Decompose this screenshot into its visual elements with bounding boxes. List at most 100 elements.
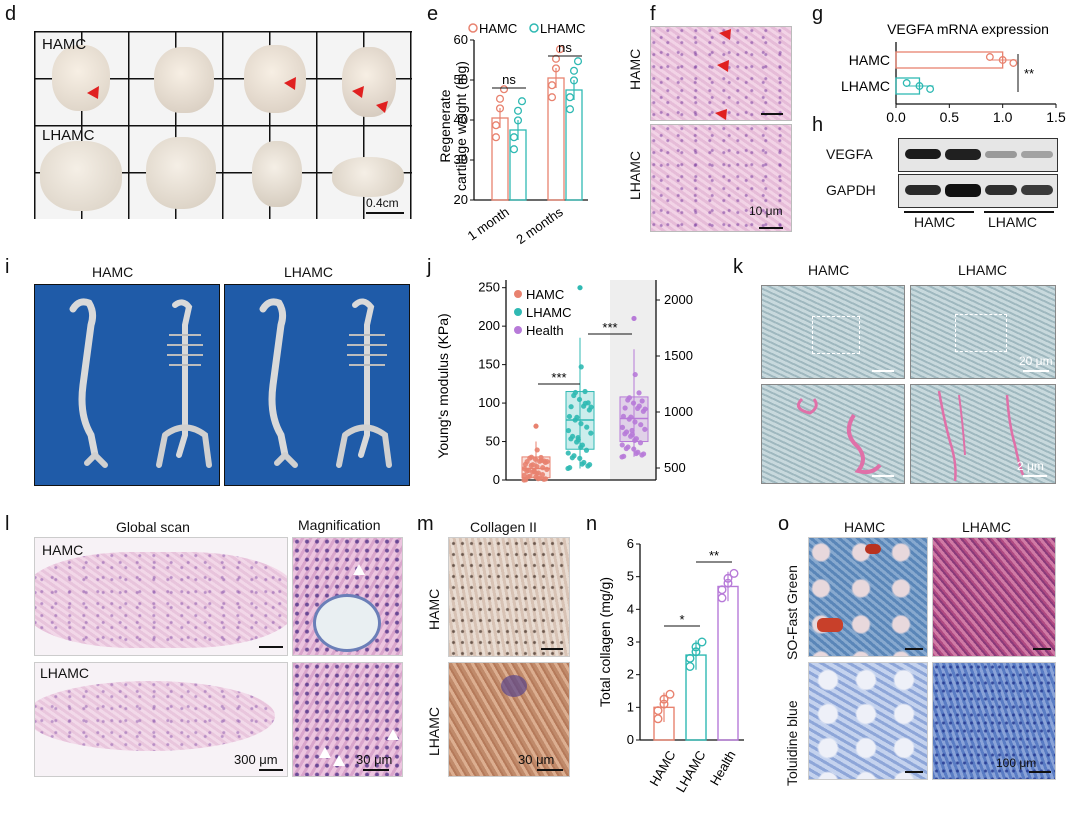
blot-band xyxy=(905,185,941,195)
band-label-gapdh: GAPDH xyxy=(826,182,876,198)
legend-marker-health xyxy=(514,326,522,334)
scale-bar xyxy=(905,648,923,650)
he-image-lhamc xyxy=(650,124,792,232)
chart-title: VEGFA mRNA expression xyxy=(887,21,1049,37)
outlier-point xyxy=(533,423,539,429)
data-point xyxy=(565,93,575,102)
data-point xyxy=(571,453,577,459)
data-point xyxy=(539,471,546,478)
sample-hamc-4 xyxy=(342,47,396,117)
data-point xyxy=(555,45,565,54)
y-tick-label: 40 xyxy=(454,112,468,127)
row-label-lhamc: LHAMC xyxy=(40,665,90,681)
panel-label-d: d xyxy=(5,3,17,25)
x-tick-label: 1.5 xyxy=(1046,109,1066,125)
scale-bar xyxy=(537,769,563,771)
y-tick-label: 1 xyxy=(627,699,634,714)
title-lhamc: LHAMC xyxy=(962,519,1012,535)
outlier-point xyxy=(631,315,637,322)
group-label-hamc: HAMC xyxy=(914,214,956,230)
row-label-hamc: HAMC xyxy=(627,48,643,90)
ihc-image-hamc xyxy=(448,537,570,657)
row-label-toluidine: Toluidine blue xyxy=(784,700,800,786)
data-point xyxy=(544,466,550,472)
data-point xyxy=(629,431,635,438)
fiber-highlight xyxy=(796,397,894,477)
data-point xyxy=(569,433,576,440)
data-point xyxy=(717,585,727,595)
group-line-lhamc xyxy=(984,211,1054,213)
data-point xyxy=(628,414,634,420)
legend-marker-lhamc xyxy=(529,23,539,33)
scale-bar xyxy=(366,212,404,214)
data-point xyxy=(636,403,642,409)
x-tick-label: 0.5 xyxy=(940,109,960,125)
sample-hamc-2 xyxy=(154,47,214,113)
y-tick-label: 2 xyxy=(627,667,634,682)
sofg-image-hamc xyxy=(808,537,928,657)
row-label-lhamc: LHAMC xyxy=(627,150,643,200)
data-point xyxy=(642,426,648,432)
data-point xyxy=(985,53,994,61)
data-point xyxy=(632,419,638,425)
data-point xyxy=(625,444,631,450)
y-tick-label-right: 1500 xyxy=(664,348,693,363)
column-title-magnification: Magnification xyxy=(298,517,381,533)
panel-label-g: g xyxy=(812,3,824,25)
data-point xyxy=(509,133,519,142)
data-point xyxy=(530,462,536,468)
x-tick-hamc: HAMC xyxy=(646,748,678,789)
data-point xyxy=(551,64,561,73)
data-point xyxy=(998,56,1007,64)
red-arrow-icon xyxy=(352,86,364,98)
sem-image-hamc-high xyxy=(761,384,905,484)
panel-label-h: h xyxy=(812,114,824,136)
scale-label: 2 μm xyxy=(1017,459,1044,473)
title-hamc: HAMC xyxy=(844,519,886,535)
category-lhamc: LHAMC xyxy=(841,78,890,94)
legend-lhamc: LHAMC xyxy=(526,305,572,320)
blot-band xyxy=(1021,185,1053,195)
row-label-lhamc: LHAMC xyxy=(426,706,442,756)
y-tick-label: 60 xyxy=(454,32,468,47)
magnified-hamc xyxy=(292,537,403,656)
data-point xyxy=(723,578,733,588)
scale-label: 30 μm xyxy=(356,752,393,767)
y-tick-label-right: 1000 xyxy=(664,404,693,419)
y-tick-label: 4 xyxy=(627,601,634,616)
data-point xyxy=(547,81,557,90)
tissue-section xyxy=(35,681,275,751)
data-point xyxy=(639,398,645,404)
data-point xyxy=(527,473,533,479)
y-tick-label: 100 xyxy=(478,395,500,410)
data-point xyxy=(578,421,584,427)
data-point xyxy=(495,104,505,113)
row-label-hamc: HAMC xyxy=(42,36,87,53)
data-point xyxy=(619,424,626,430)
global-scan-hamc xyxy=(34,537,288,656)
sem-image-lhamc-high: 2 μm xyxy=(910,384,1056,484)
red-stain xyxy=(817,618,843,632)
row-label-sofg: SO-Fast Green xyxy=(784,565,800,660)
x-tick-2months: 2 months xyxy=(513,204,566,247)
zoom-region xyxy=(955,314,1007,352)
data-point xyxy=(635,449,641,455)
data-point xyxy=(565,427,572,434)
bar-hamc xyxy=(491,117,509,201)
data-point xyxy=(528,454,535,460)
y-tick-label: 50 xyxy=(486,434,500,449)
data-point xyxy=(532,456,539,462)
data-point xyxy=(540,465,546,471)
data-point xyxy=(579,442,585,448)
band-label-vegfa: VEGFA xyxy=(826,146,873,162)
panel-label-n: n xyxy=(586,513,598,535)
sem-image-hamc-low xyxy=(761,285,905,379)
white-arrow-icon xyxy=(353,564,365,575)
zoom-region xyxy=(812,316,860,354)
red-stain xyxy=(865,544,881,554)
y-axis-label-line1: Regenerate xyxy=(437,89,453,162)
data-point xyxy=(633,436,639,442)
arrow-markers xyxy=(87,77,388,113)
data-point xyxy=(659,694,669,704)
he-image-hamc xyxy=(650,26,792,121)
